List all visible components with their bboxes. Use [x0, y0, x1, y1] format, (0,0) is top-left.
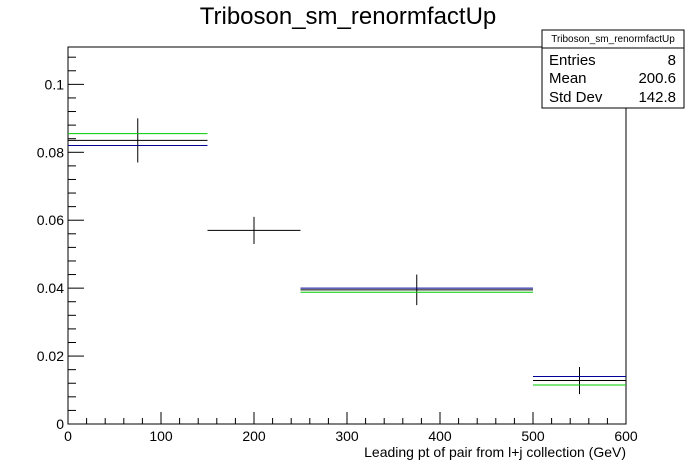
x-tick-label: 200 [242, 428, 266, 444]
stats-entries-value: 8 [668, 52, 676, 69]
x-tick-label: 300 [335, 428, 359, 444]
stats-mean-value: 200.6 [638, 70, 676, 87]
series-0 [68, 118, 626, 395]
series-2 [68, 144, 626, 377]
stats-stddev-label: Std Dev [549, 89, 603, 106]
x-tick-label: 600 [614, 428, 638, 444]
x-tick-label: 400 [428, 428, 452, 444]
series-1 [68, 133, 626, 386]
stats-box-title: Triboson_sm_renormfactUp [551, 34, 675, 45]
x-axis-label: Leading pt of pair from l+j collection (… [364, 444, 626, 460]
y-tick-label: 0.02 [37, 348, 64, 364]
y-tick-label: 0.08 [37, 144, 64, 160]
stats-mean-label: Mean [549, 70, 587, 87]
stats-stddev-value: 142.8 [638, 89, 676, 106]
stats-entries-label: Entries [549, 52, 596, 69]
x-tick-label: 0 [64, 428, 72, 444]
y-tick-label: 0.04 [37, 280, 64, 296]
data-marks [68, 118, 626, 395]
chart-title: Triboson_sm_renormfactUp [200, 3, 497, 30]
stats-box: Triboson_sm_renormfactUp Entries 8 Mean … [541, 29, 685, 109]
y-tick-label: 0.1 [45, 76, 65, 92]
y-tick-label: 0.06 [37, 212, 64, 228]
x-tick-label: 100 [149, 428, 173, 444]
x-tick-label: 500 [521, 428, 545, 444]
y-tick-label: 0 [56, 416, 64, 432]
axes: 0 100 200 300 400 500 600 0 0.02 0.04 0.06 0.08 0.1 [37, 56, 638, 444]
stats-box-frame [541, 29, 685, 109]
